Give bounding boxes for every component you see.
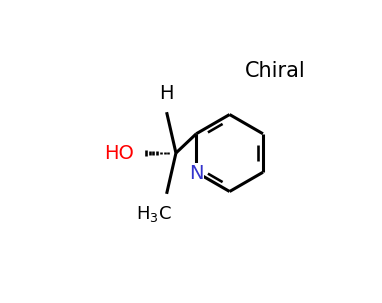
Text: H: H xyxy=(159,84,174,103)
Text: N: N xyxy=(189,164,204,183)
Text: H$_3$C: H$_3$C xyxy=(136,204,172,224)
Text: Chiral: Chiral xyxy=(245,61,306,82)
Text: HO: HO xyxy=(104,144,134,162)
